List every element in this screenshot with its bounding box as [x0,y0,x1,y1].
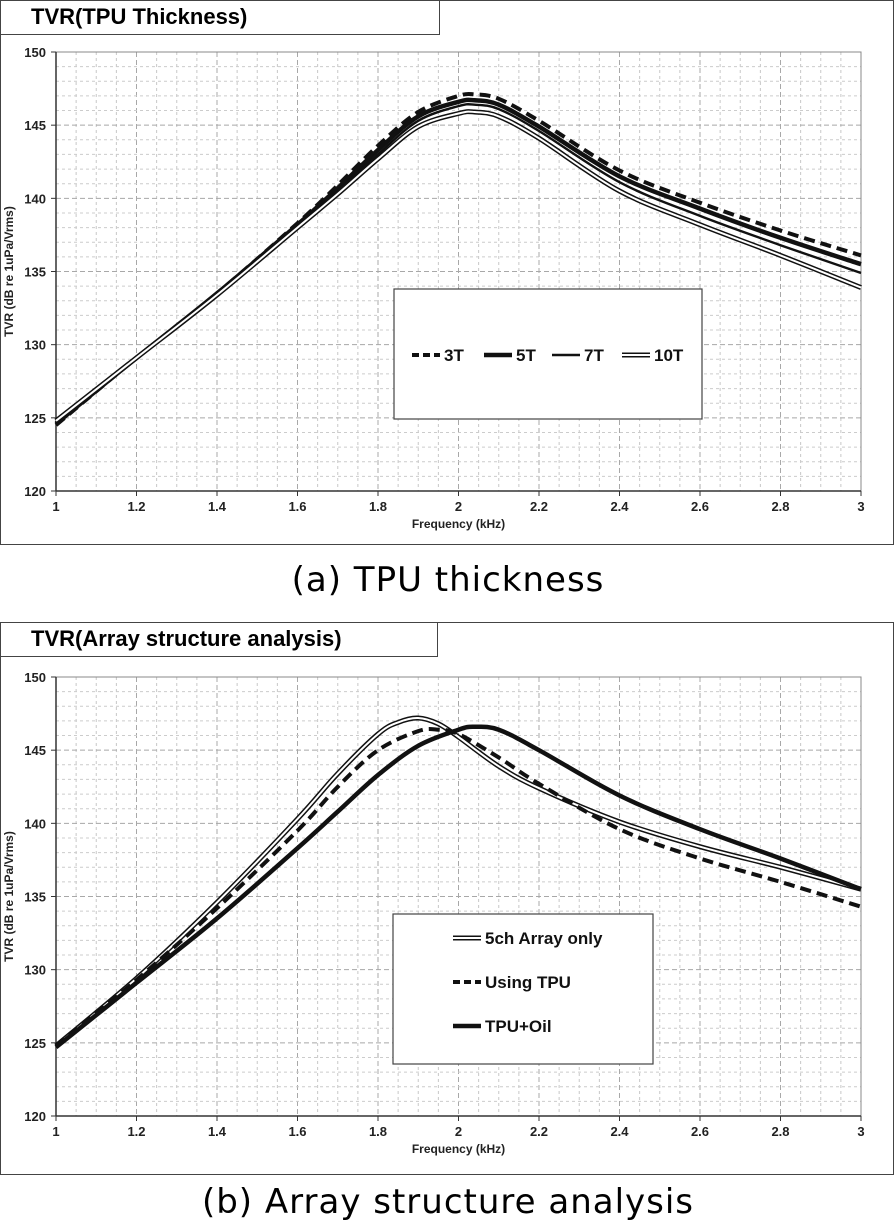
chart-title: TVR(Array structure analysis) [0,622,438,657]
y-tick-label: 140 [24,816,46,831]
y-tick-label: 135 [24,265,46,280]
x-tick-label: 2.8 [771,499,789,514]
y-axis-title: TVR (dB re 1uPa/Vrms) [2,831,16,962]
x-tick-label: 1.4 [208,1124,227,1139]
chart-frame [0,622,894,1175]
series-path [55,716,862,1047]
y-tick-label: 140 [24,191,46,206]
legend: 5ch Array only Using TPU TPU+Oil [392,913,654,1065]
x-tick-label: 1.8 [369,499,387,514]
x-tick-label: 2.4 [610,1124,629,1139]
x-tick-label: 1.4 [208,499,227,514]
y-tick-label: 135 [24,890,46,905]
legend-item: 5T [484,346,536,365]
series-path [55,110,862,422]
x-tick-label: 3 [857,499,864,514]
x-tick-label: 2.8 [771,1124,789,1139]
chart-panel-a: TVR(TPU Thickness) 1 1.2 1.4 1.6 1.8 2 2.2 2.4 2… [0,0,896,545]
x-axis-title: Frequency (kHz) [412,1142,505,1156]
x-tick-label: 1.6 [288,1124,306,1139]
x-tick-label: 2.6 [691,499,709,514]
legend-box [393,288,703,420]
legend-item: 3T [412,346,464,365]
legend-label: 5ch Array only [485,929,603,948]
x-axis-title: Frequency (kHz) [412,517,505,531]
tvr-array-structure-chart: 1 1.2 1.4 1.6 1.8 2 2.2 2.4 2.6 2.8 3 120 125 130 135 1… [2,670,865,1156]
y-tick-label: 130 [24,963,46,978]
legend-item: 7T [552,346,604,365]
grid [55,51,862,492]
legend-label: Using TPU [485,973,571,992]
y-tick-label: 130 [24,338,46,353]
legend-label: 10T [654,346,684,365]
legend-label: 3T [444,346,464,365]
x-tick-label: 1.6 [288,499,306,514]
x-tick-label: 1.2 [127,499,145,514]
tvr-tpu-thickness-chart: 1 1.2 1.4 1.6 1.8 2 2.2 2.4 2.6 2.8 3 120 125 130 135 1… [2,45,865,531]
figure-caption: (b) Array structure analysis [201,1182,695,1222]
chart-frame [0,0,894,545]
y-tick-label: 150 [24,670,46,685]
y-tick-label: 120 [24,1109,46,1124]
legend-label: TPU+Oil [485,1017,552,1036]
x-tick-label: 2.6 [691,1124,709,1139]
x-tick-label: 2.2 [530,499,548,514]
series-using-tpu-line [54,726,862,1048]
series-5ch-array-only-line [54,715,862,1048]
x-tick-label: 1.2 [127,1124,145,1139]
chart-title: TVR(TPU Thickness) [0,0,440,35]
chart-panel-b: TVR(Array structure analysis) 1 1.2 1.4 1.6… [0,622,896,1175]
series-tpu-oil-line [54,724,862,1049]
x-tick-label: 2.4 [610,499,629,514]
y-tick-label: 145 [24,118,46,133]
x-tick-label: 2.2 [530,1124,548,1139]
x-tick-label: 2 [455,1124,462,1139]
x-tick-label: 1 [52,499,59,514]
y-tick-label: 125 [24,1036,46,1051]
legend-box [392,913,654,1065]
legend-item: TPU+Oil [453,1017,552,1036]
x-tick-label: 2 [455,499,462,514]
x-tick-label: 1 [52,1124,59,1139]
legend-item: Using TPU [453,973,571,992]
x-tick-label: 1.8 [369,1124,387,1139]
series-path [54,726,862,1048]
y-tick-label: 145 [24,743,46,758]
legend-item: 10T [622,346,684,365]
y-axis-title: TVR (dB re 1uPa/Vrms) [2,206,16,337]
series-path [54,724,862,1049]
y-tick-label: 150 [24,45,46,60]
legend-label: 7T [584,346,604,365]
figure-caption: (a) TPU thickness [291,560,605,600]
x-tick-label: 3 [857,1124,864,1139]
legend: 3T 5T 7T 10T [393,288,703,420]
y-tick-label: 125 [24,411,46,426]
legend-item: 5ch Array only [453,929,603,948]
legend-label: 5T [516,346,536,365]
series-10t-line [54,109,862,423]
y-tick-label: 120 [24,484,46,499]
